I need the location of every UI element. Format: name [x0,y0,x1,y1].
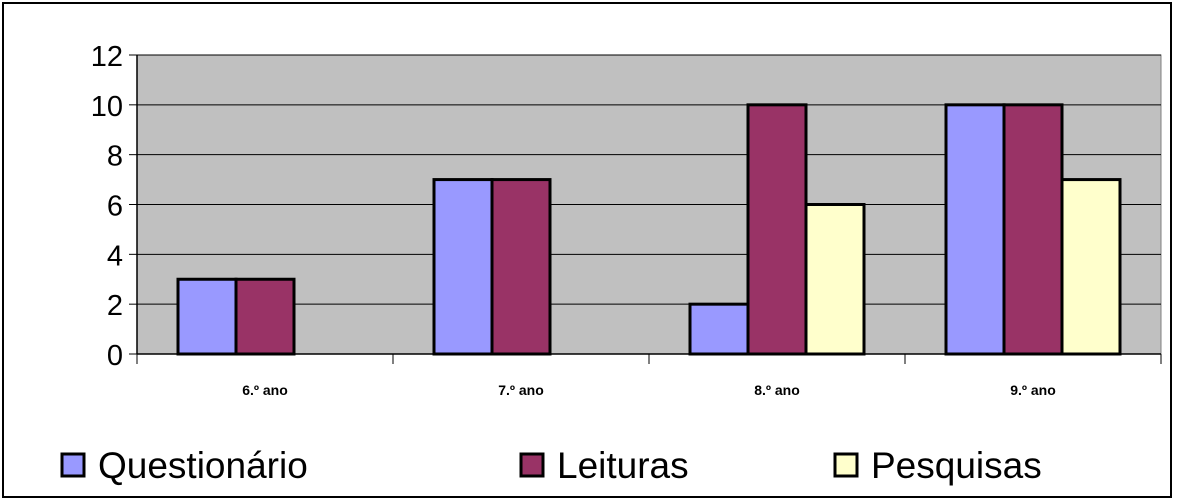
bar-0-0 [176,277,238,356]
x-category-label: 9.º ano [1010,382,1056,398]
x-axis-labels: 6.º ano 7.º ano 8.º ano 9.º ano [136,354,1162,398]
x-category-label: 7.º ano [498,382,544,398]
x-category-label: 8.º ano [754,382,800,398]
x-category-label: 6.º ano [242,382,288,398]
bar-2-2 [804,203,866,356]
legend-swatch [519,452,545,478]
bar-0-1 [432,178,494,356]
y-tick-label: 2 [107,290,123,322]
bar-1-3 [1002,103,1064,356]
y-tick-label: 8 [107,141,123,173]
y-tick-label: 10 [91,91,123,123]
bar-1-2 [746,103,808,356]
legend-swatch [833,452,859,478]
legend-label: Questionário [98,445,308,486]
bar-1-0 [234,277,296,356]
y-tick-label: 6 [107,191,123,223]
bar-0-3 [944,103,1006,356]
legend-label: Leituras [557,445,689,486]
legend: Questionário Leituras Pesquisas [60,445,1042,486]
y-tick-label: 12 [91,41,123,73]
bars [176,103,1122,356]
bar-1-1 [490,178,552,356]
bar-2-3 [1060,178,1122,356]
y-tick-label: 0 [107,340,123,372]
legend-label: Pesquisas [871,445,1042,486]
legend-swatch [60,452,86,478]
y-tick-label: 4 [107,240,123,272]
y-axis-ticks: 0 2 4 6 8 10 12 [91,41,137,372]
bar-0-2 [688,302,750,356]
